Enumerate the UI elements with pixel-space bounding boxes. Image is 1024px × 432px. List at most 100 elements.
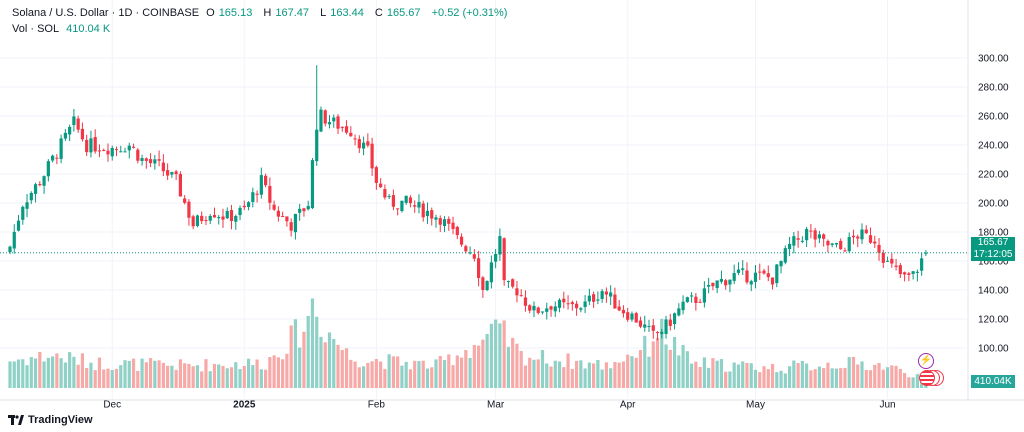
candle-body — [63, 132, 67, 139]
time-axis-label: May — [746, 399, 765, 410]
volume-bar — [498, 323, 502, 388]
candle-body — [907, 273, 911, 275]
time-axis-label: Dec — [103, 399, 121, 410]
volume-bar — [915, 374, 919, 388]
candle-body — [515, 288, 519, 296]
candle-body — [200, 215, 204, 222]
volume-bar — [868, 370, 873, 388]
price-axis-label: 160.00 — [978, 257, 1009, 268]
volume-bar — [16, 359, 21, 388]
volume-bar — [430, 367, 434, 388]
volume-bar — [540, 349, 545, 388]
volume-bar — [255, 359, 259, 388]
candle-body — [574, 303, 579, 309]
close-label: C — [374, 7, 383, 19]
candle-body — [677, 308, 681, 316]
candle-body — [332, 117, 336, 122]
volume-bar — [89, 362, 93, 388]
candle-body — [864, 229, 868, 234]
candle-body — [157, 159, 161, 161]
candle-body — [276, 210, 280, 217]
volume-bar — [477, 345, 481, 388]
candle-body — [489, 262, 493, 283]
volume-bar — [873, 364, 877, 388]
volume-bar — [68, 352, 72, 388]
volume-bar — [153, 360, 157, 388]
volume-bar — [549, 366, 553, 388]
candle-body — [255, 193, 259, 195]
volume-bar — [609, 368, 613, 388]
volume-bar — [881, 369, 885, 388]
symbol-title[interactable]: Solana / U.S. Dollar · 1D · COINBASE — [12, 7, 200, 19]
candle-body — [251, 192, 255, 203]
volume-bar — [749, 363, 753, 388]
volume-bar — [643, 335, 647, 388]
volume-bar — [741, 361, 745, 388]
candle-body — [8, 246, 12, 253]
last-price: 165.67 — [977, 237, 1009, 248]
volume-bar — [97, 357, 102, 388]
volume-bar — [779, 370, 783, 388]
candle-body — [68, 126, 72, 135]
candle-body — [609, 292, 613, 297]
volume-bar — [166, 365, 170, 388]
price-axis-label: 300.00 — [978, 54, 1009, 65]
volume-bar — [442, 360, 447, 388]
volume-bar — [890, 365, 894, 388]
volume-bar — [251, 365, 255, 388]
volume-bar — [136, 370, 140, 388]
volume-bar — [451, 365, 455, 388]
volume-bar — [191, 366, 195, 388]
price-axis-label: 180.00 — [978, 228, 1009, 239]
time-axis-label: Feb — [368, 399, 386, 410]
candle-body — [741, 268, 745, 270]
lightning-event-icon[interactable]: ⚡ — [918, 353, 934, 369]
candle-body — [97, 150, 102, 152]
candle-body — [46, 161, 50, 177]
volume-bar — [455, 355, 459, 388]
candle-body — [161, 162, 165, 172]
candle-body — [890, 258, 894, 264]
candle-body — [387, 196, 391, 198]
volume-bar — [85, 368, 89, 388]
volume-bar — [21, 359, 25, 388]
candle-body — [212, 214, 217, 218]
candle-body — [114, 149, 119, 151]
volume-bar — [123, 360, 127, 388]
candle-body — [813, 230, 817, 240]
volume-bar — [289, 325, 293, 388]
candle-body — [638, 320, 643, 327]
volume-bar — [502, 320, 506, 388]
volume-bar — [102, 369, 106, 388]
time-axis-label: Mar — [487, 399, 505, 410]
volume-label[interactable]: Vol · SOL — [12, 23, 60, 35]
candle-body — [519, 295, 523, 297]
candle-body — [536, 307, 540, 313]
candle-body — [170, 172, 174, 175]
volume-bar — [532, 359, 536, 388]
volume-bar — [494, 319, 498, 388]
candle-body — [587, 295, 591, 302]
candle-body — [672, 313, 677, 324]
volume-bar — [783, 373, 787, 388]
candle-body — [583, 301, 587, 308]
candle-body — [498, 236, 502, 255]
volume-bar — [634, 357, 638, 388]
volume-bar — [583, 368, 587, 388]
volume-bar — [225, 368, 229, 388]
volume-bar — [127, 360, 131, 388]
candle-body — [29, 192, 33, 201]
volume-bar — [315, 316, 319, 388]
candle-body — [319, 109, 323, 132]
candle-body — [366, 141, 370, 146]
candle-body — [357, 139, 361, 149]
candle-body — [289, 222, 293, 231]
volume-bar — [562, 367, 566, 388]
candle-body — [417, 201, 421, 208]
volume-bar — [212, 363, 217, 388]
us-flag-event-icon[interactable] — [919, 370, 935, 386]
candle-body — [920, 258, 924, 271]
tradingview-logo[interactable]: TradingView — [8, 414, 93, 426]
candle-body — [110, 147, 114, 157]
